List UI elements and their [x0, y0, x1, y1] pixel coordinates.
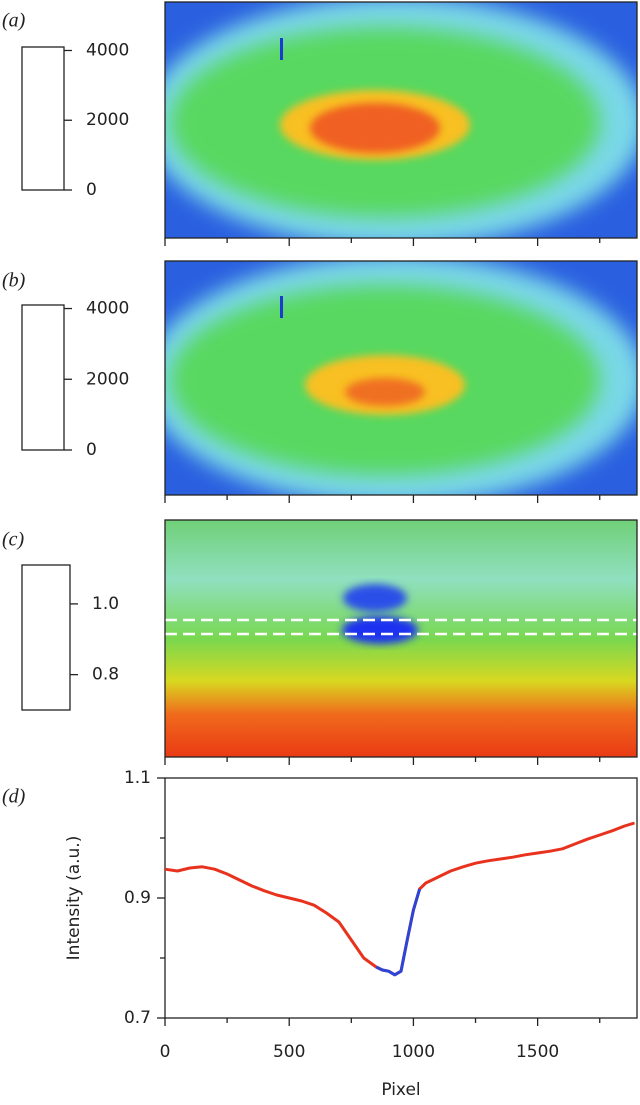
panel-label: (c) — [2, 529, 25, 551]
colorbar-tick-label: 4000 — [86, 40, 129, 60]
x-tick-label: 0 — [160, 1042, 171, 1062]
plot-frame — [164, 260, 638, 496]
y-axis-label: Intensity (a.u.) — [64, 836, 84, 961]
colorbar-tick-label: 0 — [86, 440, 97, 460]
plot-frame — [164, 777, 638, 1019]
colorbar-tick-label: 2000 — [86, 110, 129, 130]
data-line — [375, 888, 422, 977]
plot-frame — [164, 1, 638, 239]
x-tick-label: 1000 — [392, 1042, 435, 1062]
data-line — [164, 821, 635, 977]
panel-label: (a) — [2, 10, 26, 32]
plot-frame — [164, 519, 638, 758]
y-tick-label: 0.7 — [124, 1008, 151, 1028]
colorbar-tick-label: 0 — [86, 180, 97, 200]
colorbar-tick-label: 4000 — [86, 299, 129, 319]
colorbar — [21, 304, 65, 451]
colorbar — [21, 564, 71, 711]
heatmap-image — [165, 261, 637, 495]
x-tick-label: 500 — [273, 1042, 305, 1062]
colorbar-tick-label: 0.8 — [92, 665, 119, 685]
x-tick-label: 1500 — [516, 1042, 559, 1062]
panel-label: (d) — [2, 786, 26, 808]
heatmap-image — [165, 520, 637, 757]
panel-label: (b) — [2, 270, 26, 292]
y-tick-label: 1.1 — [124, 768, 151, 788]
colorbar — [21, 46, 65, 191]
colorbar-tick-label: 2000 — [86, 369, 129, 389]
y-tick-label: 0.9 — [124, 888, 151, 908]
x-axis-label: Pixel — [381, 1080, 420, 1100]
colorbar-tick-label: 1.0 — [92, 594, 119, 614]
heatmap-image — [165, 2, 637, 238]
